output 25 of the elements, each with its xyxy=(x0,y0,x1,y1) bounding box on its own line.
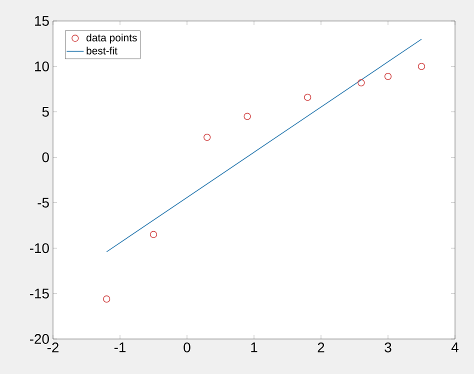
legend-label: data points xyxy=(86,34,137,44)
x-tick-label: -1 xyxy=(114,342,126,352)
y-tick-label: 0 xyxy=(42,152,49,162)
x-tick-label: 4 xyxy=(451,342,458,352)
point xyxy=(204,134,211,141)
y-tick-label: 10 xyxy=(35,61,49,72)
y-tick-label: -15 xyxy=(30,288,49,298)
point xyxy=(358,79,365,86)
point xyxy=(244,112,251,120)
y-tick-label: -5 xyxy=(38,198,49,208)
point xyxy=(304,94,312,101)
y-tick-label: -10 xyxy=(30,243,49,254)
point xyxy=(418,62,426,70)
point xyxy=(103,295,110,303)
point xyxy=(150,230,158,238)
y-tick-label: 15 xyxy=(35,16,49,26)
x-tick-label: 2 xyxy=(318,342,324,352)
x-tick-label: 3 xyxy=(384,342,392,352)
x-tick-label: -2 xyxy=(47,342,59,352)
x-tick-label: 0 xyxy=(184,342,190,352)
y-tick-label: 5 xyxy=(42,106,49,117)
x-tick-label: 1 xyxy=(251,342,258,352)
point xyxy=(384,72,392,80)
y-tick-label: -20 xyxy=(30,334,49,344)
legend-label: best-fit xyxy=(86,46,118,54)
